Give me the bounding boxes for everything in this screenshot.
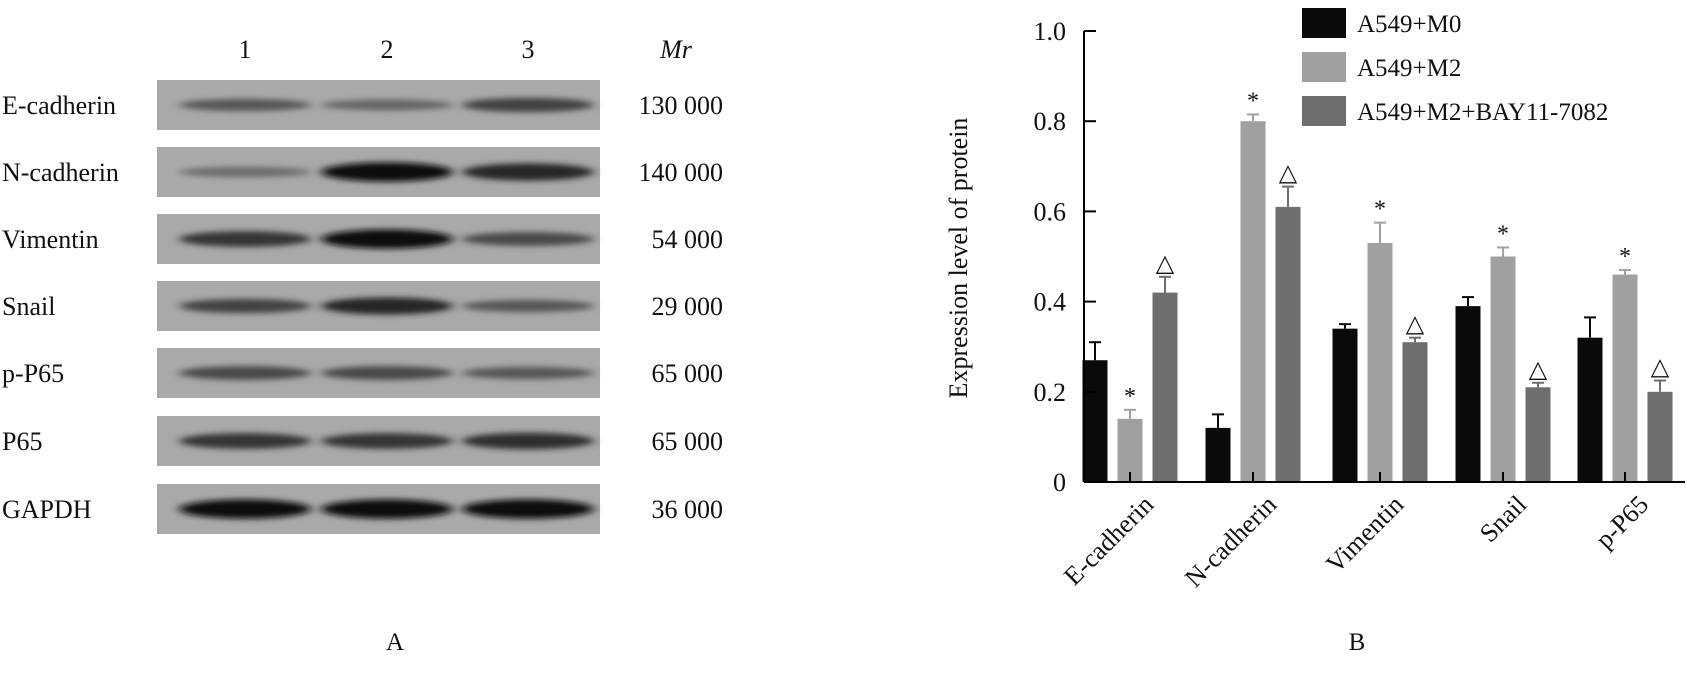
protein-band [179,231,311,247]
panel-a-label: A [386,629,404,656]
protein-band [179,166,311,178]
protein-band [462,97,594,113]
bar [1205,427,1231,482]
bar [1117,418,1143,482]
x-tick-label: Snail [1474,490,1532,548]
lane-label: 2 [381,35,394,64]
protein-label: Vimentin [2,225,99,254]
bar [1455,306,1481,482]
protein-band [179,433,311,449]
y-tick-label: 0.4 [1034,288,1067,317]
lane-label: 1 [239,35,252,64]
y-tick-label: 0.6 [1034,197,1067,226]
protein-band [321,433,453,449]
y-tick-label: 0 [1053,468,1066,497]
legend-label: A549+M0 [1357,11,1461,38]
protein-band [321,297,453,315]
mr-value: 140 000 [639,158,724,187]
western-blot-panel: 1 2 3 Mr E-cadherin 130 000 N-cadherin 140 000 V… [2,35,723,534]
protein-band [179,366,311,380]
bar [1275,206,1301,482]
legend-swatch [1302,8,1346,38]
significance-marker: * [1247,88,1259,114]
significance-marker: * [1124,384,1136,410]
bar [1082,360,1108,482]
bar [1647,391,1673,482]
protein-band [321,499,453,519]
x-tick-label: E-cadherin [1058,490,1159,591]
lane-label: 3 [522,35,535,64]
protein-label: GAPDH [2,495,92,524]
significance-marker: △ [1279,161,1298,187]
mr-value: 65 000 [652,427,724,456]
protein-band [462,432,594,450]
y-tick-label: 0.8 [1034,107,1067,136]
protein-band [462,163,594,181]
protein-band [179,298,311,314]
protein-band [179,499,311,519]
protein-band [321,99,453,111]
bar [1152,292,1178,482]
significance-marker: * [1619,244,1631,270]
significance-marker: * [1497,221,1509,247]
protein-label: N-cadherin [2,158,119,187]
significance-marker: * [1374,197,1386,223]
protein-band [462,299,594,313]
protein-band [462,366,594,380]
bar-chart-panel: * * * * * △ △ △ △ △ 0 0.2 0.4 0.6 0.8 1.0 E-cadherin N-ca… [944,8,1685,593]
significance-marker: △ [1651,355,1670,381]
y-tick-label: 0.2 [1034,378,1067,407]
bar [1367,242,1393,482]
protein-band [462,232,594,246]
mr-value: 29 000 [652,292,724,321]
protein-label: E-cadherin [2,91,116,120]
x-tick-label: p-P65 [1590,490,1654,554]
significance-marker: △ [1156,251,1175,277]
protein-band [321,229,453,249]
protein-band [321,366,453,380]
bar [1402,342,1428,482]
protein-band [179,98,311,112]
significance-marker: △ [1529,357,1548,383]
y-axis-title: Expression level of protein [944,118,973,399]
mr-value: 36 000 [652,495,724,524]
x-tick-label: N-cadherin [1179,490,1282,593]
bar [1240,121,1266,482]
protein-label: P65 [2,427,42,456]
mr-value: 130 000 [639,91,724,120]
protein-label: Snail [2,292,55,321]
protein-label: p-P65 [2,359,64,388]
y-tick-label: 1.0 [1034,17,1067,46]
legend-label: A549+M2+BAY11-7082 [1357,99,1608,126]
legend-label: A549+M2 [1357,55,1461,82]
bar [1490,256,1516,482]
legend-swatch [1302,96,1346,126]
mr-value: 54 000 [652,225,724,254]
significance-marker: △ [1406,312,1425,338]
panel-b-label: B [1349,629,1366,656]
bar [1577,337,1603,482]
protein-band [462,499,594,519]
x-tick-label: Vimentin [1320,490,1409,579]
bar [1612,274,1638,482]
protein-band [321,162,453,182]
mr-value: 65 000 [652,359,724,388]
mr-header: Mr [659,35,693,64]
bar [1332,328,1358,482]
legend-swatch [1302,52,1346,82]
bar [1525,387,1551,482]
